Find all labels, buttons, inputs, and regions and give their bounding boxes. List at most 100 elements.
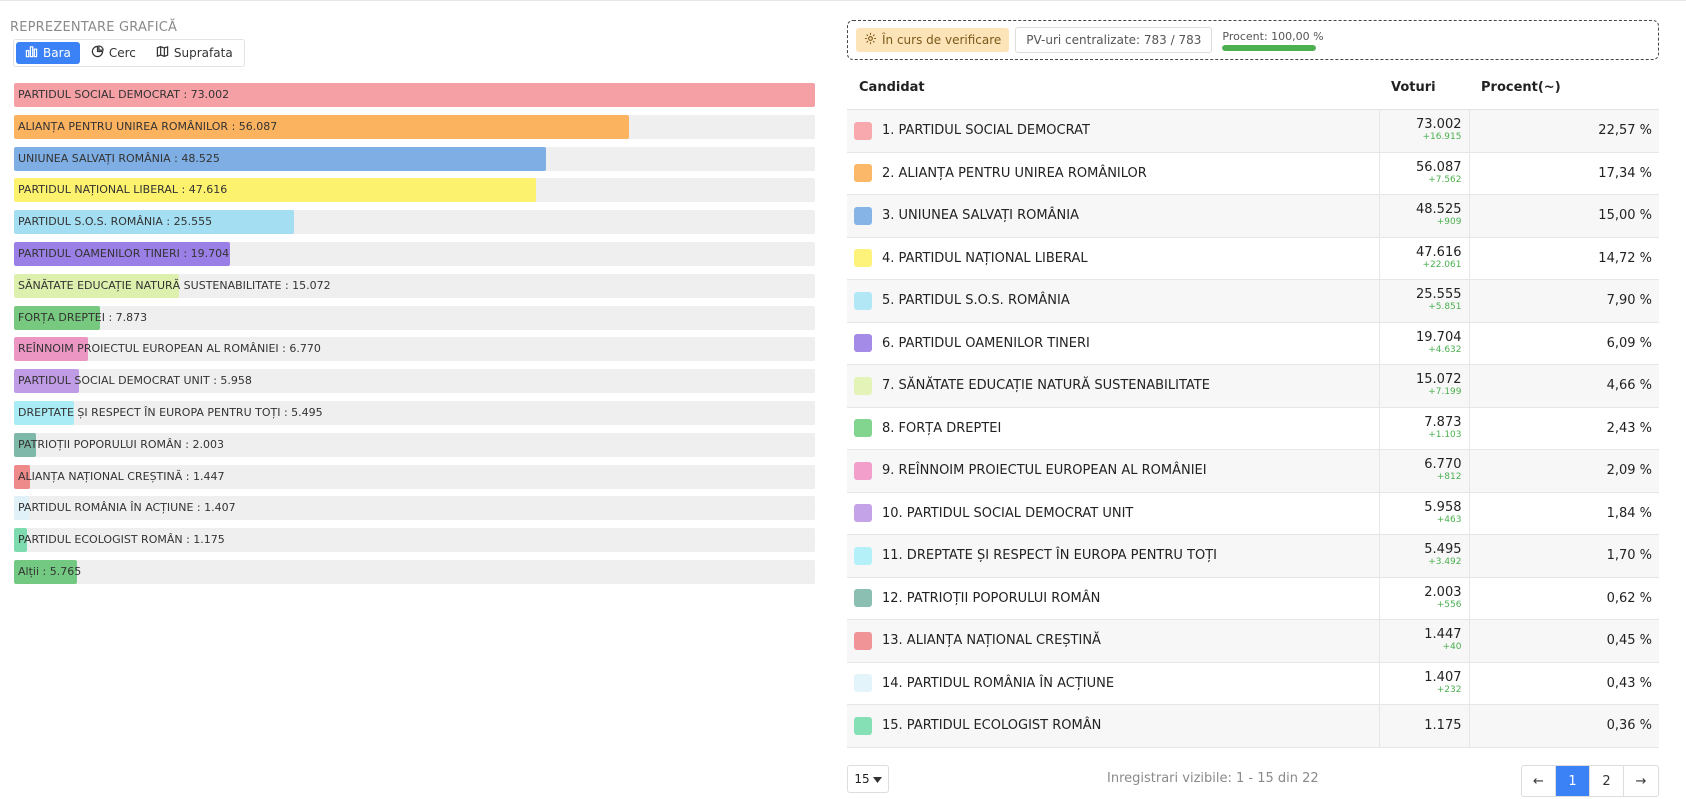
candidate-wrap: 3. UNIUNEA SALVAȚI ROMÂNIA [854, 206, 1379, 225]
candidate-wrap: 12. PATRIOȚII POPORULUI ROMÂN [854, 589, 1379, 608]
candidate-name: 6. PARTIDUL OAMENILOR TINERI [882, 335, 1090, 351]
bar-label: FORȚA DREPTEI : 7.873 [18, 310, 148, 324]
votes-cell: 73.002 +16.915 [1378, 109, 1470, 153]
votes-value: 56.087 [1416, 159, 1462, 175]
candidate-wrap: 5. PARTIDUL S.O.S. ROMÂNIA [854, 291, 1379, 310]
table-row[interactable]: 2. ALIANȚA PENTRU UNIREA ROMÂNILOR 56.087… [847, 152, 1659, 195]
percent-cell: 14,72 % [1469, 237, 1659, 280]
bar-row[interactable]: PARTIDUL ROMÂNIA ÎN ACȚIUNE : 1.407 [14, 496, 815, 521]
candidate-cell: 15. PARTIDUL ECOLOGIST ROMÂN [847, 704, 1379, 748]
bar-label: REÎNNOIM PROIECTUL EUROPEAN AL ROMÂNIEI … [18, 342, 321, 356]
votes-value: 25.555 [1416, 287, 1462, 303]
next-page-button[interactable]: → [1635, 773, 1647, 789]
votes-delta: +4.632 [1428, 344, 1462, 355]
votes-delta: +909 [1436, 217, 1462, 228]
header-percent[interactable]: Procent(~) [1469, 66, 1659, 110]
percent-cell: 0,43 % [1469, 662, 1659, 705]
table-row[interactable]: 1. PARTIDUL SOCIAL DEMOCRAT 73.002 +16.915… [847, 109, 1659, 153]
table-row[interactable]: 15. PARTIDUL ECOLOGIST ROMÂN 1.175 0,36 % [847, 704, 1659, 748]
votes-value: 5.495 [1424, 542, 1462, 558]
candidate-wrap: 2. ALIANȚA PENTRU UNIREA ROMÂNILOR [854, 164, 1379, 183]
table-row[interactable]: 11. DREPTATE ȘI RESPECT ÎN EUROPA PENTRU… [847, 534, 1659, 578]
votes-cell: 1.407 +232 [1378, 662, 1470, 705]
bar-label: SĂNĂTATE EDUCAȚIE NATURĂ SUSTENABILITATE… [18, 278, 331, 292]
bar-row[interactable]: FORȚA DREPTEI : 7.873 [14, 305, 815, 330]
candidate-name: 15. PARTIDUL ECOLOGIST ROMÂN [882, 718, 1102, 734]
bar-row[interactable]: PARTIDUL ECOLOGIST ROMÂN : 1.175 [14, 528, 815, 553]
table-row[interactable]: 10. PARTIDUL SOCIAL DEMOCRAT UNIT 5.958 +4… [847, 492, 1659, 535]
bar [14, 83, 815, 107]
color-swatch [854, 376, 872, 395]
color-swatch [854, 546, 872, 565]
header-candidate[interactable]: Candidat [847, 66, 1379, 110]
bar-label: UNIUNEA SALVAȚI ROMÂNIA : 48.525 [18, 151, 220, 165]
table-row[interactable]: 9. REÎNNOIM PROIECTUL EUROPEAN AL ROMÂNI… [847, 449, 1659, 493]
table-row[interactable]: 14. PARTIDUL ROMÂNIA ÎN ACȚIUNE 1.407 +232… [847, 662, 1659, 705]
bar-row[interactable]: ALIANȚA PENTRU UNIREA ROMÂNILOR : 56.087 [14, 114, 815, 139]
table-row[interactable]: 3. UNIUNEA SALVAȚI ROMÂNIA 48.525 +909 15,0… [847, 194, 1659, 238]
votes-cell: 7.873 +1.103 [1378, 407, 1470, 450]
percent-cell: 1,84 % [1469, 492, 1659, 535]
table-row[interactable]: 12. PATRIOȚII POPORULUI ROMÂN 2.003 +556 0,… [847, 577, 1659, 620]
candidate-cell: 10. PARTIDUL SOCIAL DEMOCRAT UNIT [847, 492, 1379, 535]
bar-row[interactable]: Alții : 5.765 [14, 559, 815, 584]
votes-delta: +463 [1436, 514, 1462, 525]
bar-row[interactable]: SĂNĂTATE EDUCAȚIE NATURĂ SUSTENABILITATE… [14, 273, 815, 298]
bar [14, 178, 537, 203]
table-row[interactable]: 4. PARTIDUL NAȚIONAL LIBERAL 47.616 +22.06… [847, 237, 1659, 280]
percent-cell: 7,90 % [1469, 279, 1659, 323]
bar [14, 400, 75, 425]
candidate-cell: 5. PARTIDUL S.O.S. ROMÂNIA [847, 279, 1379, 323]
candidate-name: 4. PARTIDUL NAȚIONAL LIBERAL [882, 250, 1088, 266]
candidate-name: 9. REÎNNOIM PROIECTUL EUROPEAN AL ROMÂNI… [882, 463, 1207, 479]
candidate-name: 13. ALIANȚA NAȚIONAL CREȘTINĂ [882, 633, 1101, 649]
bar-row[interactable]: PARTIDUL OAMENILOR TINERI : 19.704 [14, 241, 815, 266]
votes-value: 19.704 [1416, 329, 1462, 345]
page-2-button[interactable]: 2 [1590, 766, 1624, 796]
votes-value: 2.003 [1424, 584, 1462, 600]
tab-cerc[interactable]: Cerc [82, 42, 145, 64]
bar-label: PARTIDUL S.O.S. ROMÂNIA : 25.555 [18, 215, 213, 229]
bar-row[interactable]: PARTIDUL SOCIAL DEMOCRAT : 73.002 [14, 83, 815, 107]
bar [14, 369, 80, 394]
table-row[interactable]: 13. ALIANȚA NAȚIONAL CREȘTINĂ 1.447 +40 0,4… [847, 619, 1659, 663]
votes-delta: +556 [1436, 599, 1462, 610]
map-icon [156, 45, 169, 61]
table-row[interactable]: 8. FORȚA DREPTEI 7.873 +1.103 2,43 % [847, 407, 1659, 450]
table-row[interactable]: 7. SĂNĂTATE EDUCAȚIE NATURĂ SUSTENABILIT… [847, 364, 1659, 408]
bar-row[interactable]: PARTIDUL S.O.S. ROMÂNIA : 25.555 [14, 210, 815, 235]
table-footer: 15 Inregistrari vizibile: 1 - 15 din 22 … [847, 765, 1659, 797]
bar-row[interactable]: UNIUNEA SALVAȚI ROMÂNIA : 48.525 [14, 146, 815, 171]
bar-row[interactable]: PATRIOȚII POPORULUI ROMÂN : 2.003 [14, 432, 815, 457]
candidate-name: 1. PARTIDUL SOCIAL DEMOCRAT [882, 123, 1090, 139]
bar-row[interactable]: REÎNNOIM PROIECTUL EUROPEAN AL ROMÂNIEI … [14, 337, 815, 362]
color-swatch [854, 589, 872, 608]
header-votes[interactable]: Voturi [1379, 66, 1469, 110]
color-swatch [854, 206, 872, 225]
votes-delta: +7.199 [1428, 387, 1462, 398]
percent-cell: 0,62 % [1469, 577, 1659, 620]
color-swatch [854, 334, 872, 353]
candidate-wrap: 13. ALIANȚA NAȚIONAL CREȘTINĂ [854, 631, 1379, 650]
tab-bar[interactable]: Bara [16, 42, 80, 64]
bar [14, 210, 295, 235]
bar-row[interactable]: PARTIDUL SOCIAL DEMOCRAT UNIT : 5.958 [14, 369, 815, 394]
tab-suprafata[interactable]: Suprafata [147, 42, 242, 64]
bar-label: PARTIDUL SOCIAL DEMOCRAT UNIT : 5.958 [18, 374, 252, 388]
bar-row[interactable]: DREPTATE ȘI RESPECT ÎN EUROPA PENTRU TOȚ… [14, 400, 815, 425]
table-row[interactable]: 6. PARTIDUL OAMENILOR TINERI 19.704 +4.632… [847, 322, 1659, 365]
table-row[interactable]: 5. PARTIDUL S.O.S. ROMÂNIA 25.555 +5.851 7,… [847, 279, 1659, 323]
page-1-button[interactable]: 1 [1556, 766, 1590, 796]
color-swatch [854, 249, 872, 268]
bar [14, 273, 180, 298]
bar [14, 432, 36, 457]
bar-row[interactable]: ALIANȚA NAȚIONAL CREȘTINĂ : 1.447 [14, 464, 815, 489]
page-size-select[interactable]: 15 [847, 765, 889, 793]
votes-delta: +232 [1436, 684, 1462, 695]
bar-label: Alții : 5.765 [18, 564, 82, 578]
bar-row[interactable]: PARTIDUL NAȚIONAL LIBERAL : 47.616 [14, 178, 815, 203]
candidate-cell: 7. SĂNĂTATE EDUCAȚIE NATURĂ SUSTENABILIT… [847, 364, 1379, 408]
votes-value: 48.525 [1416, 202, 1462, 218]
prev-page-button[interactable]: ← [1522, 766, 1556, 796]
votes-cell: 5.495 +3.492 [1378, 534, 1470, 578]
